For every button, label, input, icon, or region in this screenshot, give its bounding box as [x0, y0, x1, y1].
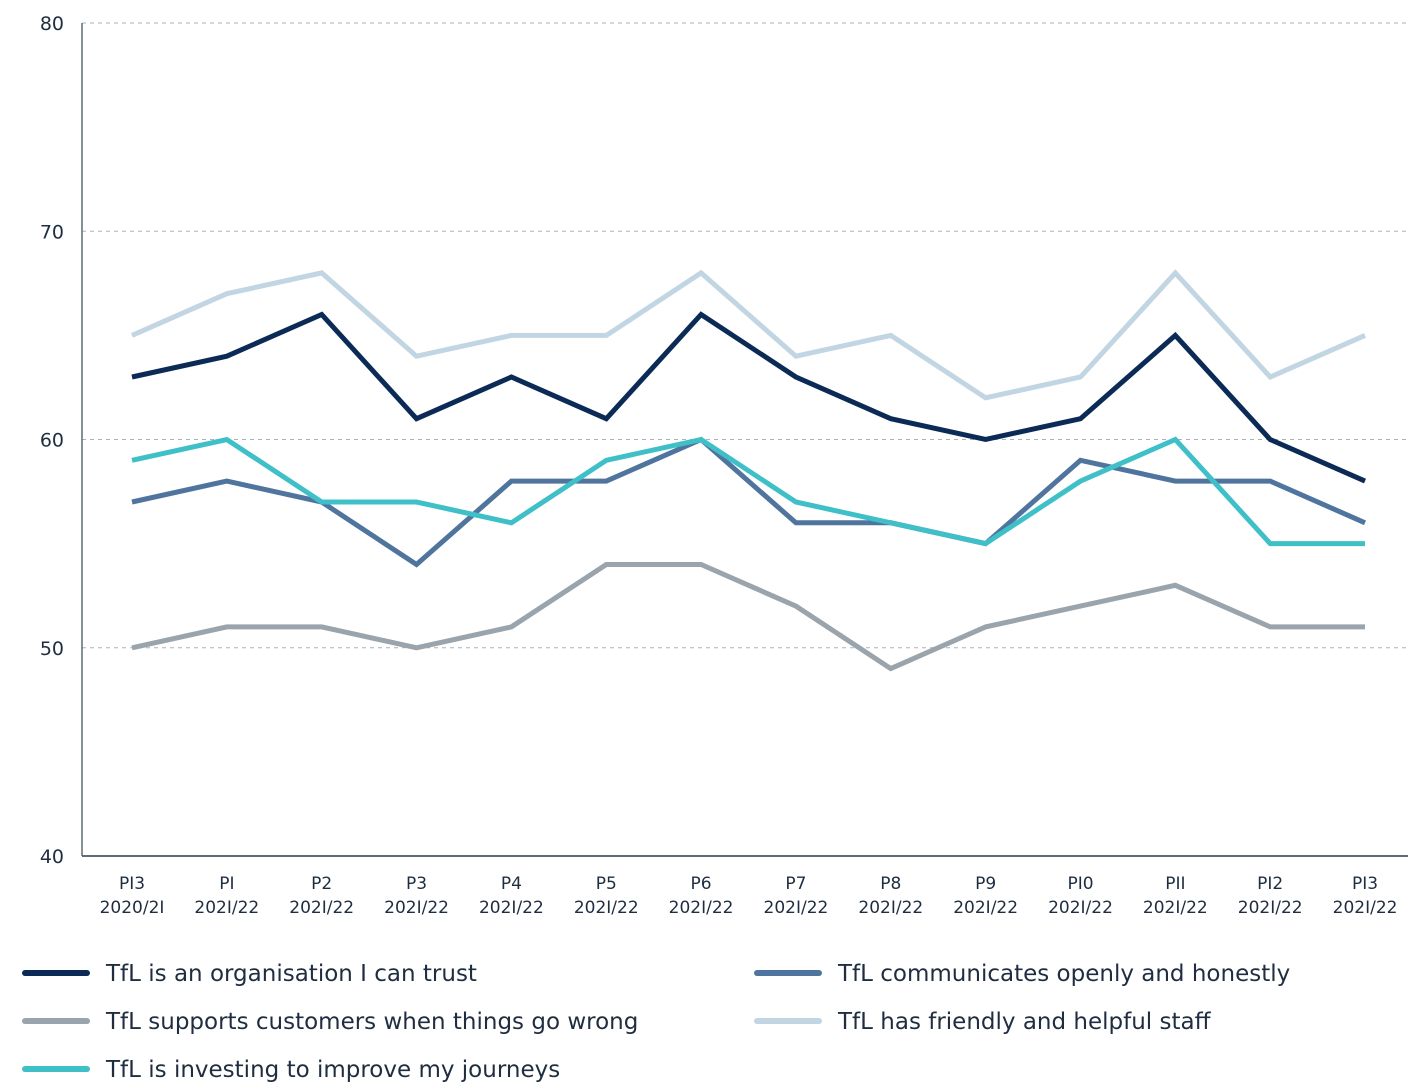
x-tick-label-1-line-0: PI: [219, 874, 234, 894]
series-line-3: [130, 269, 1367, 401]
x-tick-label-9: P9 202I/22: [953, 874, 1018, 918]
x-tick-label-2: P2 202I/22: [289, 874, 354, 918]
x-tick-label-11-line-1: 202I/22: [1143, 898, 1208, 918]
y-axis-ticks: 40 50 60 70 80: [40, 13, 64, 868]
x-tick-label-8-line-0: P8: [880, 874, 901, 894]
x-tick-label-2-line-1: 202I/22: [289, 898, 354, 918]
x-tick-label-4: P4 202I/22: [479, 874, 544, 918]
x-tick-label-10-line-1: 202I/22: [1048, 898, 1113, 918]
x-tick-label-11-line-0: PII: [1165, 874, 1185, 894]
legend-label-2: TfL supports customers when things go wr…: [105, 1009, 638, 1035]
x-tick-label-7-line-1: 202I/22: [764, 898, 829, 918]
x-tick-label-5-line-0: P5: [596, 874, 617, 894]
series-line-2: [131, 562, 1365, 672]
x-tick-label-12: PI2 202I/22: [1238, 874, 1303, 918]
y-tick-label-40: 40: [40, 846, 64, 868]
x-tick-label-3-line-0: P3: [406, 874, 427, 894]
x-tick-label-3-line-1: 202I/22: [384, 898, 449, 918]
legend-label-4: TfL is investing to improve my journeys: [105, 1057, 560, 1083]
legend-item-1: TfL communicates openly and honestly: [754, 961, 1290, 987]
series-line-0: [131, 311, 1367, 484]
x-tick-label-12-line-0: PI2: [1257, 874, 1283, 894]
x-tick-label-4-line-1: 202I/22: [479, 898, 544, 918]
x-tick-label-8: P8 202I/22: [858, 874, 923, 918]
legend-item-3: TfL has friendly and helpful staff: [754, 1009, 1212, 1035]
x-tick-label-6: P6 202I/22: [669, 874, 734, 918]
series-line-1: [131, 436, 1367, 568]
x-tick-label-12-line-1: 202I/22: [1238, 898, 1303, 918]
x-tick-label-10: PI0 202I/22: [1048, 874, 1113, 918]
x-tick-label-0: PI3 2020/2I: [100, 874, 165, 918]
x-tick-label-2-line-0: P2: [311, 874, 332, 894]
x-tick-label-9-line-0: P9: [975, 874, 996, 894]
x-tick-label-10-line-0: PI0: [1067, 874, 1093, 894]
x-tick-label-5-line-1: 202I/22: [574, 898, 639, 918]
axes: [81, 23, 1408, 857]
x-tick-label-7-line-0: P7: [785, 874, 806, 894]
y-tick-label-50: 50: [40, 638, 64, 660]
legend: TfL is an organisation I can trust TfL co…: [22, 961, 1290, 1083]
legend-label-1: TfL communicates openly and honestly: [837, 961, 1290, 987]
x-tick-label-5: P5 202I/22: [574, 874, 639, 918]
x-tick-label-6-line-1: 202I/22: [669, 898, 734, 918]
x-tick-label-13-line-1: 202I/22: [1333, 898, 1398, 918]
x-tick-label-3: P3 202I/22: [384, 874, 449, 918]
x-tick-label-7: P7 202I/22: [764, 874, 829, 918]
series-line-4: [131, 436, 1365, 547]
y-tick-label-80: 80: [40, 13, 64, 35]
x-tick-label-11: PII 202I/22: [1143, 874, 1208, 918]
x-tick-label-1-line-1: 202I/22: [194, 898, 259, 918]
x-tick-label-13: PI3 202I/22: [1333, 874, 1398, 918]
x-tick-label-1: PI 202I/22: [194, 874, 259, 918]
x-tick-label-0-line-0: PI3: [119, 874, 145, 894]
x-tick-label-9-line-1: 202I/22: [953, 898, 1018, 918]
x-tick-label-13-line-0: PI3: [1352, 874, 1378, 894]
gridlines: [82, 22, 1408, 649]
legend-item-4: TfL is investing to improve my journeys: [22, 1057, 560, 1083]
x-axis-ticks: PI3 2020/2I PI 202I/22 P2 202I/22 P3 202I/22 P4 2…: [100, 874, 1398, 918]
y-tick-label-70: 70: [40, 221, 64, 243]
y-tick-label-60: 60: [40, 430, 64, 452]
legend-item-0: TfL is an organisation I can trust: [22, 961, 477, 987]
legend-label-0: TfL is an organisation I can trust: [105, 961, 477, 987]
x-tick-label-4-line-0: P4: [501, 874, 522, 894]
x-tick-label-6-line-0: P6: [691, 874, 712, 894]
x-tick-label-0-line-1: 2020/2I: [100, 898, 165, 918]
x-tick-label-8-line-1: 202I/22: [858, 898, 923, 918]
legend-label-3: TfL has friendly and helpful staff: [837, 1009, 1212, 1035]
legend-item-2: TfL supports customers when things go wr…: [22, 1009, 638, 1035]
series-lines: [130, 269, 1367, 672]
